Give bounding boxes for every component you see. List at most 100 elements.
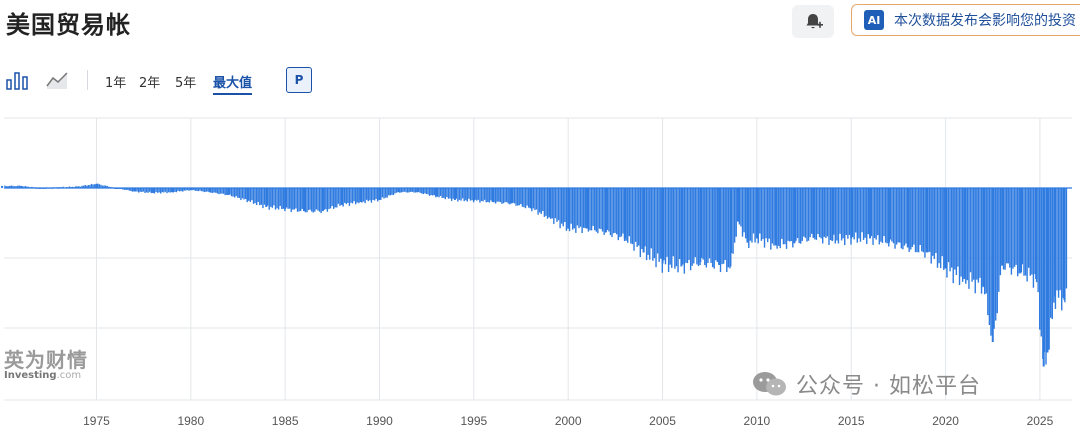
chart-bar [295, 188, 297, 209]
chart-bar [867, 188, 870, 235]
chart-bar [505, 188, 508, 203]
chart-bar [851, 188, 854, 237]
chart-bar [535, 188, 538, 210]
chart-bar [76, 186, 79, 188]
chart-bar [996, 188, 998, 314]
ai-badge-icon: AI [864, 10, 884, 30]
chart-bar [631, 188, 634, 245]
range-max[interactable]: 最大值 [213, 72, 253, 95]
chart-bar [639, 188, 642, 258]
bar-chart-icon[interactable] [6, 70, 28, 90]
chart-bar [155, 188, 157, 193]
chart-bar [883, 188, 885, 237]
chart-bar [977, 188, 980, 283]
chart-bar [611, 188, 613, 238]
chart-bar [273, 188, 275, 206]
chart-bar [425, 188, 428, 195]
toolbar-divider [87, 70, 88, 90]
chart-bar [908, 188, 910, 252]
chart-bar [744, 188, 747, 239]
x-tick-label: 1995 [460, 414, 487, 428]
chart-bar [737, 188, 739, 220]
chart-bar [350, 188, 352, 203]
chart-bar [194, 188, 197, 191]
chart-bar [377, 188, 379, 202]
chart-bar [347, 188, 349, 203]
p-toggle-button[interactable]: P [286, 67, 312, 93]
chart-bar [955, 188, 958, 275]
chart-bar [465, 188, 467, 201]
chart-bar [529, 188, 531, 209]
chart-bar [521, 188, 524, 207]
chart-bar [622, 188, 624, 234]
chart-bar [960, 188, 962, 277]
chart-bar [1039, 188, 1041, 330]
chart-bar [358, 188, 360, 204]
x-tick-label: 2025 [1027, 414, 1054, 428]
chart-bar [488, 188, 491, 203]
chart-bar [537, 188, 539, 215]
chart-bar [281, 188, 283, 210]
chart-bar [554, 188, 557, 219]
chart-bar [531, 188, 533, 212]
chart-bar [847, 188, 849, 239]
range-1y[interactable]: 1年 [105, 76, 127, 91]
chart-bar [210, 188, 212, 193]
chart-bar [16, 185, 19, 188]
chart-bar [189, 188, 192, 191]
chart-bar [691, 188, 693, 266]
chart-bar [653, 188, 656, 259]
chart-bar [836, 188, 838, 241]
chart-bar [616, 188, 618, 235]
add-alert-button[interactable] [792, 5, 834, 38]
chart-bar [869, 188, 871, 239]
chart-bar [917, 188, 920, 253]
chart-bar [232, 188, 234, 197]
chart-bar [760, 188, 763, 241]
chart-bar [647, 188, 649, 255]
chart-bar [674, 188, 676, 269]
chart-bar [21, 186, 24, 188]
chart-bar [493, 188, 495, 203]
chart-bar [597, 188, 599, 234]
chart-bar [240, 188, 242, 201]
range-2y[interactable]: 2年 [139, 76, 161, 91]
chart-bar [392, 188, 395, 196]
chart-bar [699, 188, 701, 266]
chart-bar [782, 188, 785, 245]
chart-bar [634, 188, 637, 242]
chart-bar [241, 188, 244, 199]
chart-bar [713, 188, 715, 269]
chart-bar [820, 188, 822, 239]
range-5y[interactable]: 5年 [175, 76, 197, 91]
area-chart-icon[interactable] [46, 70, 68, 90]
chart-bar [886, 188, 888, 244]
chart-bar [1004, 188, 1006, 270]
chart-bar [817, 188, 819, 234]
chart-bar [568, 188, 571, 232]
chart-bar [366, 188, 368, 200]
chart-bar [175, 188, 178, 193]
chart-bar [337, 188, 340, 204]
chart-bar [982, 188, 984, 288]
chart-bar [145, 188, 148, 193]
chart-bar [1048, 188, 1050, 350]
chart-bar [667, 188, 670, 272]
chart-bar [748, 188, 750, 248]
chart-bar [277, 188, 280, 210]
chart-bar [1042, 188, 1044, 359]
chart-bar [829, 188, 832, 241]
chart-bar [485, 188, 487, 203]
watermark-brand-cn: 英为财情 [4, 348, 88, 372]
chart-bar [494, 188, 497, 204]
chart-bar [792, 188, 794, 248]
ai-insight-banner[interactable]: AI 本次数据发布会影响您的投资 [851, 4, 1080, 36]
chart-bar [229, 188, 231, 195]
chart-bar [1029, 188, 1031, 276]
chart-bar [259, 188, 261, 206]
chart-bar [12, 185, 14, 188]
chart-bar [122, 188, 124, 190]
chart-bar [342, 188, 344, 207]
chart-bar [828, 188, 830, 245]
chart-bar [487, 188, 489, 203]
